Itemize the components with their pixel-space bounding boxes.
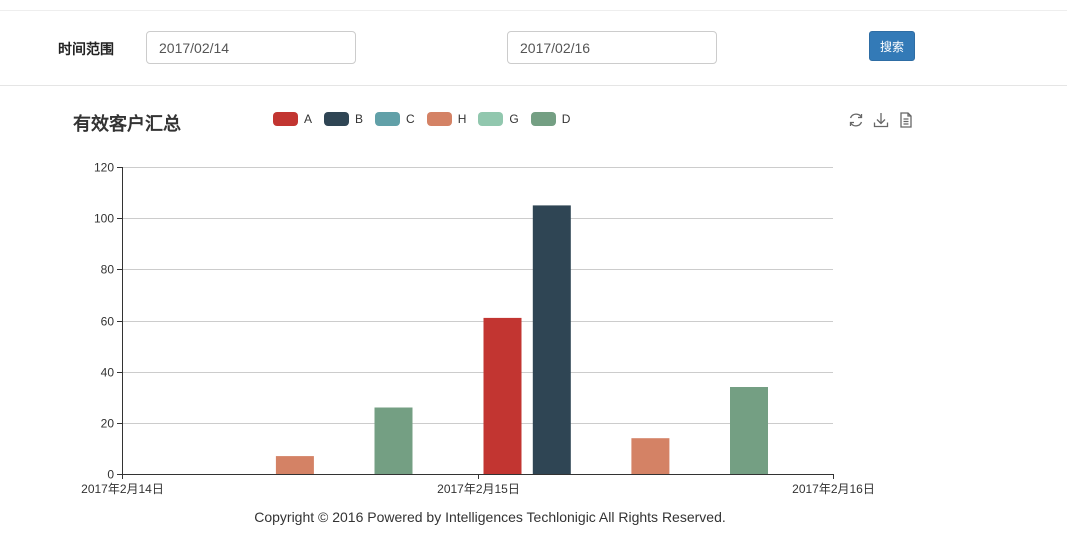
legend-label: C	[406, 112, 415, 126]
filter-bar: 时间范围 搜索	[0, 11, 1067, 86]
x-tick-label: 2017年2月14日	[81, 482, 164, 496]
bar-d-2017-02-14	[374, 407, 413, 474]
bar-chart: 0 20 40 60 80 100 120 2017年2月14日 2017年2月15日 2017年…	[81, 161, 875, 497]
x-tick-label: 2017年2月15日	[437, 482, 520, 496]
start-date-input[interactable]	[146, 31, 356, 64]
y-tick-label: 120	[94, 161, 114, 175]
y-tick-label: 20	[101, 417, 115, 431]
end-date-input[interactable]	[507, 31, 717, 64]
legend-swatch	[530, 112, 556, 126]
search-button[interactable]: 搜索	[869, 31, 915, 61]
legend-item-h[interactable]: H	[426, 112, 467, 126]
x-tick-label: 2017年2月16日	[792, 482, 875, 496]
time-range-label: 时间范围	[58, 41, 114, 57]
legend-swatch	[478, 112, 504, 126]
bar-a-2017-02-15	[483, 317, 522, 474]
legend-item-c[interactable]: C	[375, 112, 415, 126]
legend-label: D	[561, 112, 571, 126]
download-icon[interactable]	[872, 111, 890, 129]
legend-swatch	[426, 112, 452, 126]
y-tick-label: 100	[94, 212, 114, 226]
refresh-icon[interactable]	[847, 111, 865, 129]
legend-item-d[interactable]: D	[530, 112, 571, 126]
top-divider	[0, 10, 1067, 11]
footer-copyright: Copyright © 2016 Powered by Intelligence…	[254, 509, 726, 525]
bar-h-2017-02-15	[631, 438, 670, 474]
legend-label: H	[457, 112, 467, 126]
legend-item-b[interactable]: B	[324, 112, 363, 126]
bar-b-2017-02-15	[532, 205, 571, 474]
chart-title: 有效客户汇总	[73, 114, 181, 134]
legend-swatch	[324, 112, 350, 126]
legend-label: G	[509, 112, 519, 126]
bar-d-2017-02-15	[730, 387, 768, 474]
y-tick-label: 0	[107, 468, 114, 482]
bar-h-2017-02-14	[275, 456, 314, 474]
legend-swatch	[375, 112, 401, 126]
legend-item-a[interactable]: A	[273, 112, 312, 126]
y-tick-label: 60	[101, 315, 115, 329]
legend-label: A	[304, 112, 313, 126]
y-tick-label: 80	[101, 263, 115, 277]
y-tick-label: 40	[101, 366, 115, 380]
legend-item-g[interactable]: G	[478, 112, 519, 126]
legend-label: B	[355, 112, 364, 126]
legend-swatch	[273, 112, 298, 126]
chart-toolbox	[847, 111, 922, 129]
data-view-icon[interactable]	[897, 111, 915, 129]
